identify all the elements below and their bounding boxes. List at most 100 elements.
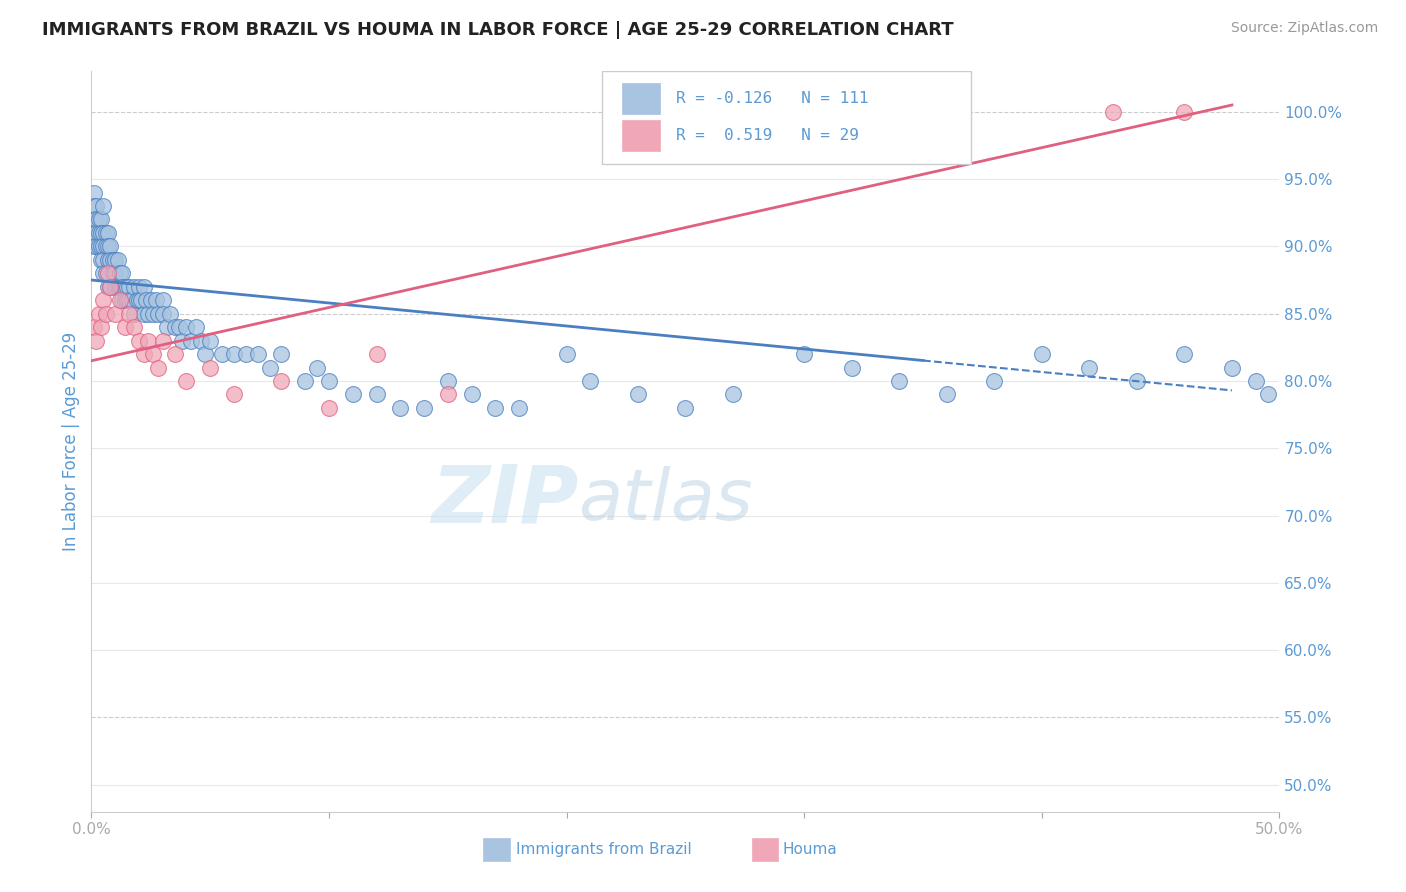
Point [107, 252, 129, 267]
Point [1031, 347, 1053, 361]
Point [84, 334, 107, 348]
Text: R =  0.519   N = 29: R = 0.519 N = 29 [676, 128, 859, 144]
Point [132, 279, 155, 293]
Point [128, 293, 150, 308]
Point [579, 374, 602, 388]
Point [94, 266, 117, 280]
Bar [623, 83, 661, 114]
Point [83, 212, 105, 227]
Point [94, 307, 117, 321]
Point [152, 293, 174, 308]
Point [139, 293, 162, 308]
Text: Houma: Houma [783, 842, 838, 857]
Point [91, 199, 114, 213]
Point [100, 279, 122, 293]
Point [1257, 387, 1279, 401]
Point [115, 279, 138, 293]
Point [84, 199, 107, 213]
Point [163, 320, 186, 334]
Point [84, 212, 107, 227]
Point [122, 307, 145, 321]
Point [190, 334, 212, 348]
Point [97, 239, 120, 253]
Point [90, 239, 112, 253]
Point [1173, 347, 1195, 361]
Point [132, 347, 155, 361]
Point [142, 307, 165, 321]
Point [83, 226, 105, 240]
Point [222, 387, 245, 401]
Point [94, 239, 117, 253]
Point [87, 307, 110, 321]
Bar [752, 838, 778, 862]
Point [90, 252, 112, 267]
Point [673, 401, 696, 415]
Point [1078, 360, 1101, 375]
Point [87, 239, 110, 253]
Point [176, 320, 198, 334]
Point [104, 279, 127, 293]
Text: Immigrants from Brazil: Immigrants from Brazil [516, 842, 692, 857]
Point [246, 347, 269, 361]
Point [555, 347, 578, 361]
Point [259, 360, 281, 375]
Text: atlas: atlas [578, 467, 754, 535]
Point [83, 320, 105, 334]
Point [413, 401, 436, 415]
Point [104, 252, 127, 267]
Point [163, 347, 186, 361]
Point [118, 293, 141, 308]
Point [111, 293, 134, 308]
Point [83, 239, 105, 253]
Point [508, 401, 530, 415]
Point [128, 279, 150, 293]
Point [170, 334, 193, 348]
Point [100, 252, 122, 267]
Point [142, 347, 165, 361]
Point [222, 347, 245, 361]
Point [84, 239, 107, 253]
Point [793, 347, 815, 361]
Text: IMMIGRANTS FROM BRAZIL VS HOUMA IN LABOR FORCE | AGE 25-29 CORRELATION CHART: IMMIGRANTS FROM BRAZIL VS HOUMA IN LABOR… [42, 21, 953, 38]
Point [1126, 374, 1149, 388]
Point [176, 374, 198, 388]
Y-axis label: In Labor Force | Age 25-29: In Labor Force | Age 25-29 [62, 332, 80, 551]
Point [270, 347, 292, 361]
Point [108, 266, 131, 280]
Point [115, 293, 138, 308]
Bar [623, 120, 661, 152]
Point [122, 320, 145, 334]
Point [129, 293, 152, 308]
Point [118, 307, 141, 321]
Point [460, 387, 482, 401]
Point [87, 212, 110, 227]
Point [91, 252, 114, 267]
Text: R = -0.126   N = 111: R = -0.126 N = 111 [676, 91, 869, 106]
FancyBboxPatch shape [602, 71, 970, 164]
Bar [484, 838, 509, 862]
Point [841, 360, 863, 375]
Point [91, 266, 114, 280]
Point [90, 212, 112, 227]
Point [97, 266, 120, 280]
Point [104, 307, 127, 321]
Point [1102, 104, 1125, 119]
Point [436, 387, 458, 401]
Point [83, 199, 105, 213]
Point [152, 334, 174, 348]
Point [97, 279, 120, 293]
Point [983, 374, 1005, 388]
Point [366, 347, 388, 361]
Point [135, 293, 157, 308]
Point [200, 334, 222, 348]
Point [138, 307, 160, 321]
Point [1173, 104, 1195, 119]
Point [235, 347, 257, 361]
Point [180, 334, 202, 348]
Point [91, 293, 114, 308]
Point [342, 387, 364, 401]
Point [94, 226, 117, 240]
Point [125, 293, 148, 308]
Point [194, 347, 217, 361]
Point [118, 279, 141, 293]
